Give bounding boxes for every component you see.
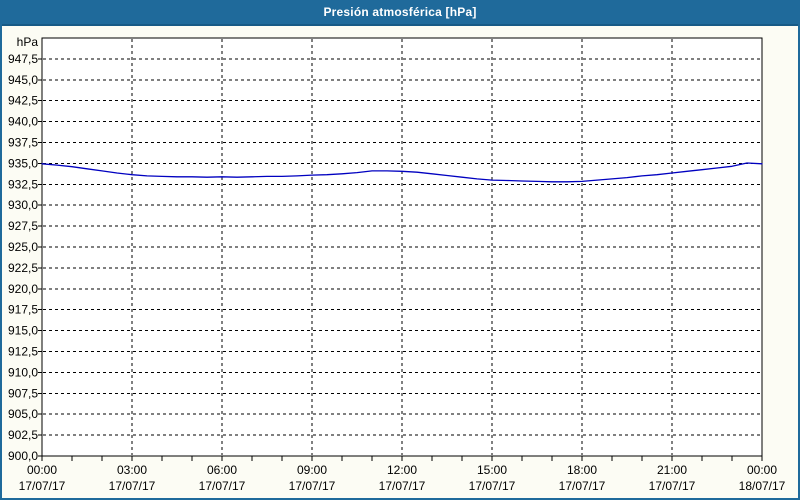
y-tick-label: 930,0 xyxy=(8,198,38,212)
pressure-line-chart: 947,5 945,0 942,5 940,0 937,5 935,0 932,5 930,0… xyxy=(8,35,786,493)
y-tick-label: 912,5 xyxy=(8,345,38,359)
x-tick-time-label: 12:00 xyxy=(387,463,417,477)
window-title: Presión atmosférica [hPa] xyxy=(323,5,477,19)
x-tick-time-label: 15:00 xyxy=(477,463,507,477)
x-tick-time-label: 18:00 xyxy=(567,463,597,477)
x-tick-date-label: 17/07/17 xyxy=(649,479,696,493)
x-tick-time-label: 03:00 xyxy=(117,463,147,477)
y-tick-label: 917,5 xyxy=(8,303,38,317)
x-tick-time-label: 00:00 xyxy=(27,463,57,477)
y-tick-label: 937,5 xyxy=(8,136,38,150)
y-tick-label: 907,5 xyxy=(8,386,38,400)
y-tick-label: 945,0 xyxy=(8,73,38,87)
x-tick-date-label: 17/07/17 xyxy=(289,479,336,493)
y-tick-label: 920,0 xyxy=(8,282,38,296)
x-tick-time-label: 00:00 xyxy=(747,463,777,477)
title-bar: Presión atmosférica [hPa] xyxy=(0,0,800,26)
x-tick-time-label: 06:00 xyxy=(207,463,237,477)
y-tick-label: 922,5 xyxy=(8,261,38,275)
y-tick-label: 910,0 xyxy=(8,365,38,379)
x-tick-time-label: 21:00 xyxy=(657,463,687,477)
y-tick-label: 900,0 xyxy=(8,449,38,463)
y-tick-label: 942,5 xyxy=(8,94,38,108)
y-tick-label: 932,5 xyxy=(8,177,38,191)
x-tick-date-label: 17/07/17 xyxy=(559,479,606,493)
y-axis-unit-label: hPa xyxy=(17,35,39,49)
y-tick-label: 902,5 xyxy=(8,428,38,442)
x-tick-time-label: 09:00 xyxy=(297,463,327,477)
y-tick-label: 927,5 xyxy=(8,219,38,233)
x-tick-date-label: 17/07/17 xyxy=(379,479,426,493)
pressure-series-line xyxy=(41,162,763,183)
y-tick-label: 940,0 xyxy=(8,115,38,129)
y-tick-label: 947,5 xyxy=(8,52,38,66)
y-tick-label: 935,0 xyxy=(8,156,38,170)
x-tick-date-label: 17/07/17 xyxy=(19,479,66,493)
y-tick-label: 905,0 xyxy=(8,407,38,421)
y-tick-label: 915,0 xyxy=(8,324,38,338)
x-tick-date-label: 17/07/17 xyxy=(469,479,516,493)
y-tick-label: 925,0 xyxy=(8,240,38,254)
x-tick-date-label: 17/07/17 xyxy=(199,479,246,493)
x-tick-date-label: 17/07/17 xyxy=(109,479,156,493)
x-tick-date-label: 18/07/17 xyxy=(739,479,786,493)
